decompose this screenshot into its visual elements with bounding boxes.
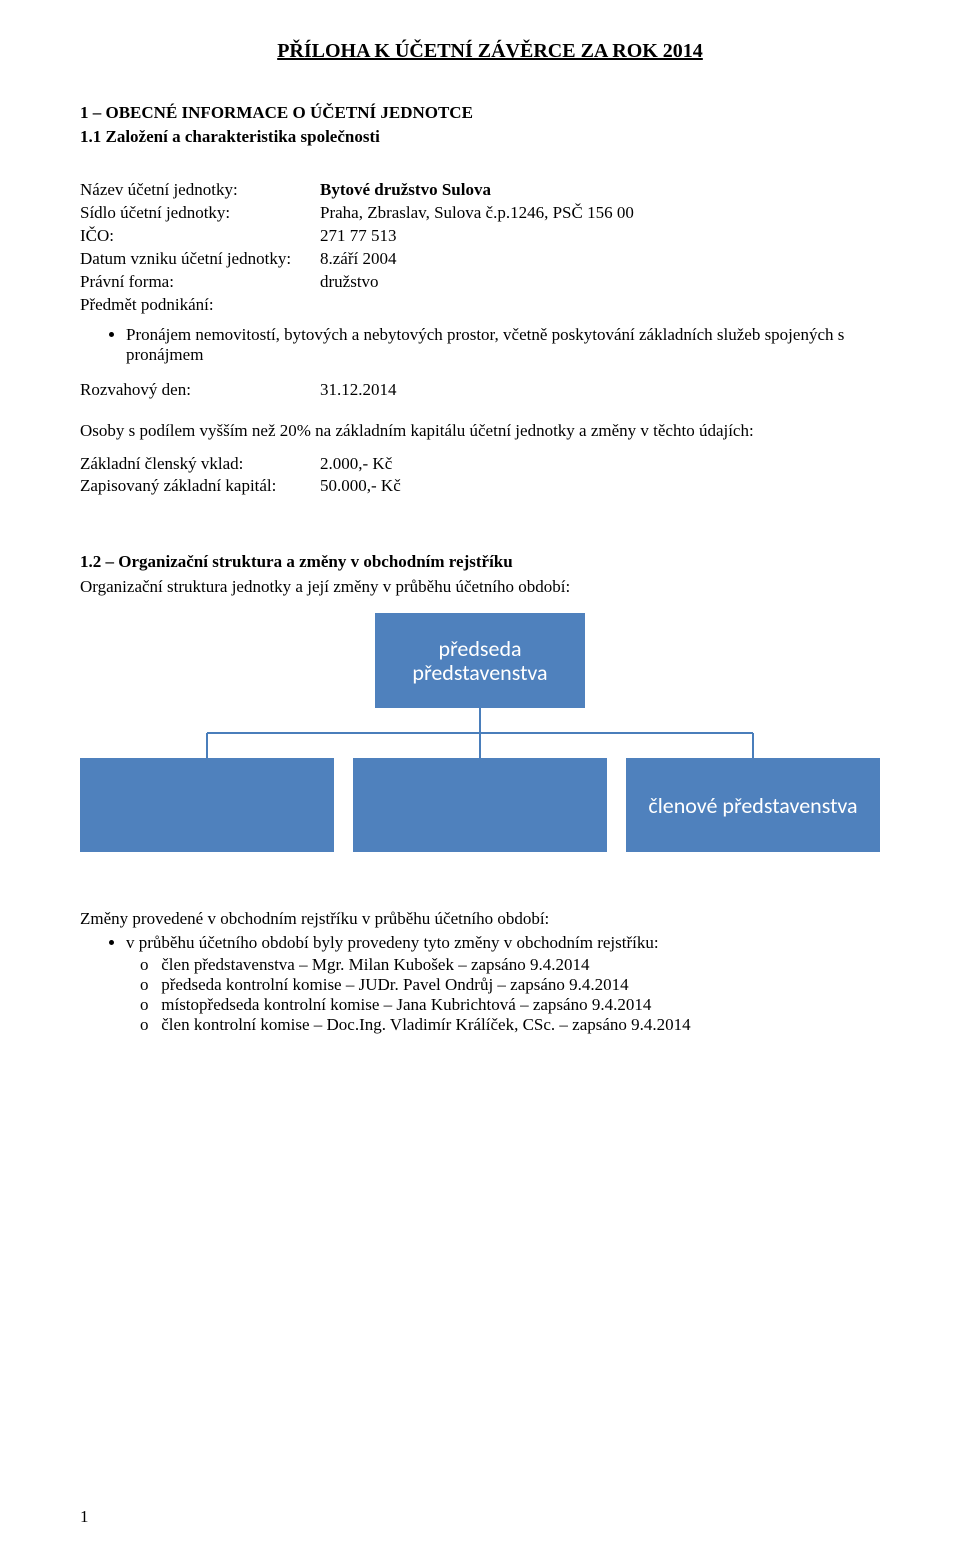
org-chart-connector [80,708,880,758]
org-box-line1: předseda [438,637,521,661]
kv-row: Zapisovaný základní kapitál: 50.000,- Kč [80,475,900,498]
kv-label: Datum vzniku účetní jednotky: [80,248,320,271]
kv-label: Zapisovaný základní kapitál: [80,475,320,498]
section-1-2-heading: 1.2 – Organizační struktura a změny v ob… [80,552,900,572]
list-item: člen kontrolní komise – Doc.Ing. Vladimí… [140,1015,900,1035]
kv-value: Praha, Zbraslav, Sulova č.p.1246, PSČ 15… [320,202,900,225]
kv-value: 271 77 513 [320,225,900,248]
section-1-heading: 1 – OBECNÉ INFORMACE O ÚČETNÍ JEDNOTCE [80,103,900,123]
kv-row: Předmět podnikání: [80,294,900,317]
list-item: předseda kontrolní komise – JUDr. Pavel … [140,975,900,995]
list-item: Pronájem nemovitostí, bytových a nebytov… [126,325,900,365]
org-box-leaf-2 [353,758,607,852]
org-box-line2: představenstva [412,661,547,685]
org-box-predseda: předseda představenstva [375,613,585,708]
org-chart-bottom-row: členové představenstva [80,758,880,852]
vklad-block: Základní členský vklad: 2.000,- Kč Zapis… [80,453,900,499]
kv-value: 8.září 2004 [320,248,900,271]
kv-row: Právní forma: družstvo [80,271,900,294]
predmet-podnikani-list: Pronájem nemovitostí, bytových a nebytov… [80,325,900,365]
kv-row: Sídlo účetní jednotky: Praha, Zbraslav, … [80,202,900,225]
kv-value: družstvo [320,271,900,294]
list-item: v průběhu účetního období byly provedeny… [126,933,900,953]
org-box-leaf-3: členové představenstva [626,758,880,852]
zmeny-sublist: člen představenstva – Mgr. Milan Kubošek… [80,955,900,1035]
kv-row: Základní členský vklad: 2.000,- Kč [80,453,900,476]
kv-label: Sídlo účetní jednotky: [80,202,320,225]
kv-row: IČO: 271 77 513 [80,225,900,248]
kv-value: 31.12.2014 [320,379,900,402]
page-title: PŘÍLOHA K ÚČETNÍ ZÁVĚRCE ZA ROK 2014 [80,40,900,63]
kv-row: Název účetní jednotky: Bytové družstvo S… [80,179,900,202]
page-number: 1 [80,1507,89,1527]
zmeny-intro: Změny provedené v obchodním rejstříku v … [80,908,900,931]
list-item: člen představenstva – Mgr. Milan Kubošek… [140,955,900,975]
kv-value [320,294,900,317]
kv-value: 50.000,- Kč [320,475,900,498]
kv-label: Právní forma: [80,271,320,294]
kv-label: Rozvahový den: [80,379,320,402]
org-chart: předseda představenstva členové představ… [80,613,880,852]
page: PŘÍLOHA K ÚČETNÍ ZÁVĚRCE ZA ROK 2014 1 –… [0,0,960,1557]
org-chart-top-row: předseda představenstva [80,613,880,708]
org-box-leaf-1 [80,758,334,852]
kv-value: Bytové družstvo Sulova [320,179,900,202]
entity-info-block: Název účetní jednotky: Bytové družstvo S… [80,179,900,317]
kv-label: Předmět podnikání: [80,294,320,317]
zmeny-bullet-list: v průběhu účetního období byly provedeny… [80,933,900,953]
kv-label: Základní členský vklad: [80,453,320,476]
section-1-1-heading: 1.1 Založení a charakteristika společnos… [80,127,900,147]
rozvahovy-den-row: Rozvahový den: 31.12.2014 [80,379,900,402]
kv-label: Název účetní jednotky: [80,179,320,202]
kv-label: IČO: [80,225,320,248]
kv-value: 2.000,- Kč [320,453,900,476]
list-item: místopředseda kontrolní komise – Jana Ku… [140,995,900,1015]
osoby-paragraph: Osoby s podílem vyšším než 20% na základ… [80,420,900,443]
kv-row: Datum vzniku účetní jednotky: 8.září 200… [80,248,900,271]
org-struktura-intro: Organizační struktura jednotky a její zm… [80,576,900,599]
